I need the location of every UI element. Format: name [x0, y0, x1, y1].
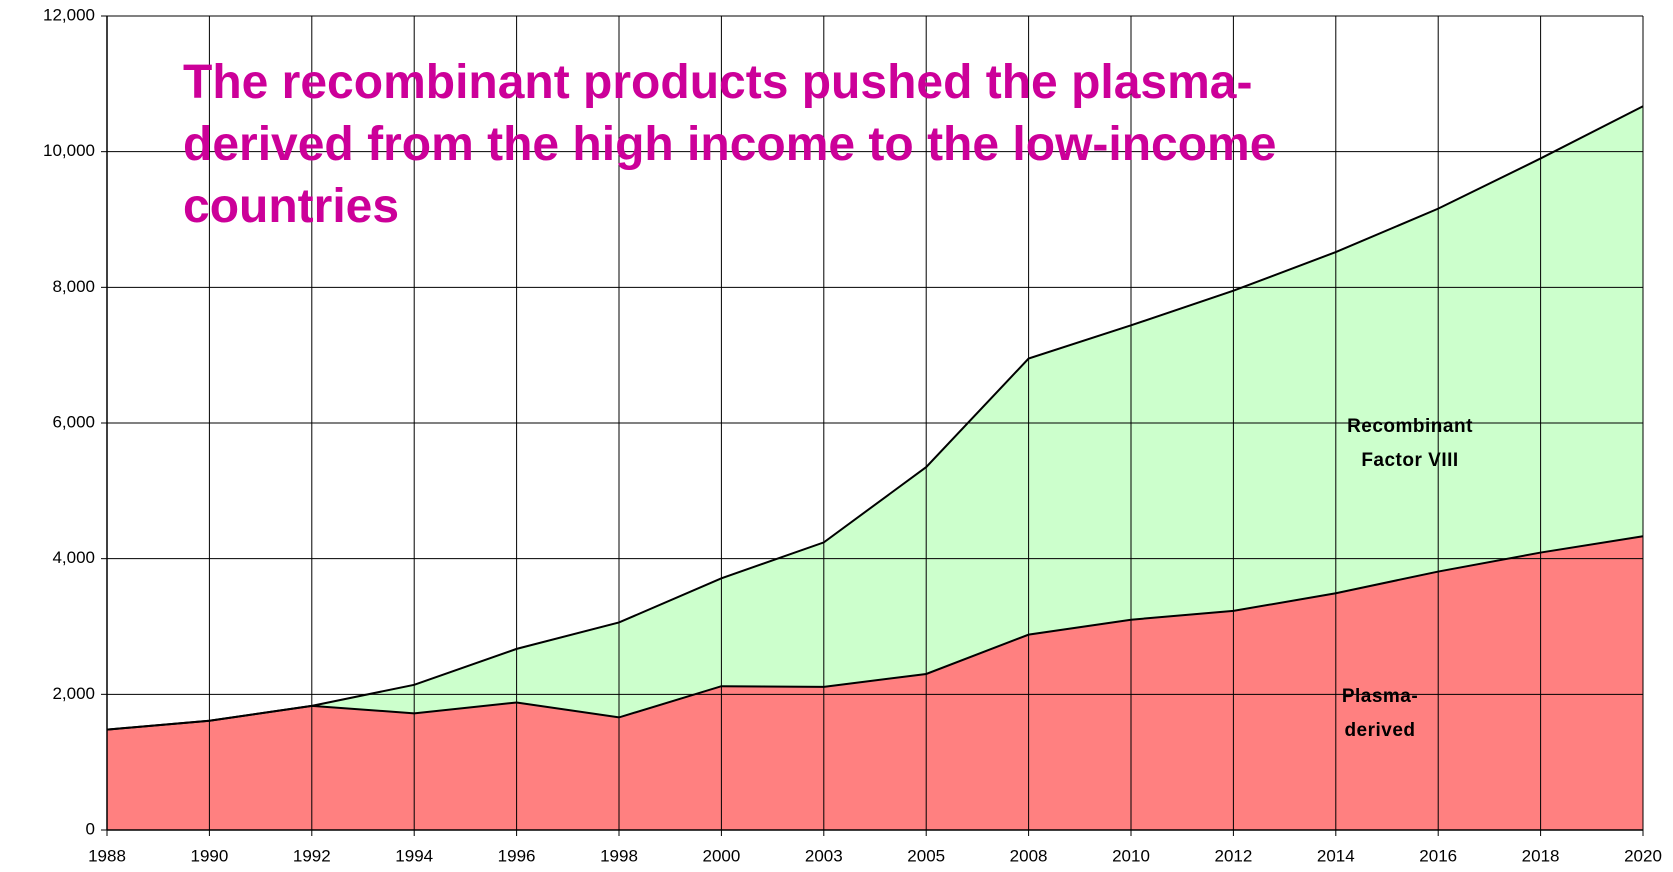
- x-tick-label: 2010: [1112, 846, 1150, 865]
- y-tick-label: 2,000: [52, 684, 95, 703]
- series-label: Recombinant Factor VIII: [1347, 416, 1473, 471]
- x-tick-label: 2012: [1214, 846, 1252, 865]
- chart-title: The recombinant products pushed the plas…: [183, 56, 1277, 233]
- x-tick-label: 1996: [498, 846, 536, 865]
- y-tick-label: 12,000: [43, 5, 95, 24]
- x-tick-label: 2005: [907, 846, 945, 865]
- x-tick-label: 2014: [1317, 846, 1355, 865]
- x-tick-label: 2018: [1522, 846, 1560, 865]
- y-tick-label: 8,000: [52, 277, 95, 296]
- x-tick-label: 2008: [1010, 846, 1048, 865]
- x-tick-label: 1998: [600, 846, 638, 865]
- area: [107, 106, 1643, 730]
- y-tick-label: 6,000: [52, 412, 95, 431]
- series-line: [106, 535, 1644, 731]
- x-tick-label: 2003: [805, 846, 843, 865]
- x-tick-label: 2000: [702, 846, 740, 865]
- x-tick-label: 2020: [1624, 846, 1662, 865]
- x-tick-label: 2016: [1419, 846, 1457, 865]
- series-label: Plasma-derived: [1341, 686, 1419, 741]
- x-tick-label: 1994: [395, 846, 433, 865]
- y-tick-label: 0: [86, 819, 95, 838]
- x-tick-label: 1990: [190, 846, 228, 865]
- area: [107, 536, 1643, 830]
- x-tick-label: 1992: [293, 846, 331, 865]
- y-tick-label: 10,000: [43, 141, 95, 160]
- y-tick-label: 4,000: [52, 548, 95, 567]
- x-tick-label: 1988: [88, 846, 126, 865]
- series-line: [106, 105, 1644, 731]
